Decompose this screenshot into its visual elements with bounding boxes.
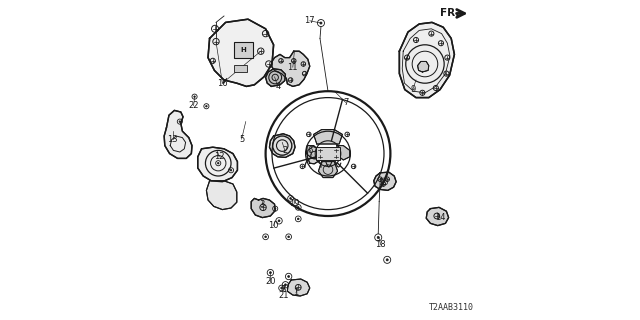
Polygon shape <box>208 19 274 86</box>
Text: 8: 8 <box>281 285 286 294</box>
Text: 2: 2 <box>282 146 287 155</box>
Circle shape <box>218 163 219 164</box>
Circle shape <box>278 220 280 222</box>
Polygon shape <box>206 181 237 210</box>
Circle shape <box>265 236 266 238</box>
Circle shape <box>288 276 289 277</box>
Text: T2AAB3110: T2AAB3110 <box>429 303 474 312</box>
FancyBboxPatch shape <box>234 42 253 58</box>
Circle shape <box>320 22 322 24</box>
Circle shape <box>285 284 287 286</box>
Circle shape <box>205 106 207 107</box>
Text: 11: 11 <box>287 63 298 72</box>
Circle shape <box>230 170 232 171</box>
Circle shape <box>386 259 388 261</box>
Text: 20: 20 <box>265 277 276 286</box>
Text: 12: 12 <box>214 152 225 161</box>
Circle shape <box>288 236 289 238</box>
Text: 9: 9 <box>410 85 415 94</box>
Circle shape <box>179 121 180 122</box>
Text: 16: 16 <box>217 79 228 88</box>
Text: 5: 5 <box>239 135 244 144</box>
Polygon shape <box>164 110 192 158</box>
Polygon shape <box>269 134 295 157</box>
Text: 3: 3 <box>260 200 265 209</box>
Text: 13: 13 <box>168 135 178 144</box>
Text: 18: 18 <box>376 240 386 249</box>
Circle shape <box>269 272 271 274</box>
Circle shape <box>298 218 299 220</box>
Polygon shape <box>287 279 310 296</box>
Polygon shape <box>337 146 349 160</box>
Polygon shape <box>271 51 310 86</box>
FancyBboxPatch shape <box>316 147 340 160</box>
Polygon shape <box>399 22 454 98</box>
Text: 15: 15 <box>378 178 388 187</box>
Circle shape <box>298 206 299 208</box>
Circle shape <box>290 197 291 199</box>
Text: 14: 14 <box>435 213 445 222</box>
Polygon shape <box>251 198 275 218</box>
Circle shape <box>194 96 195 97</box>
Text: 21: 21 <box>278 292 289 300</box>
Polygon shape <box>319 162 338 178</box>
Circle shape <box>281 287 282 289</box>
Polygon shape <box>198 147 237 182</box>
Text: 6: 6 <box>308 146 313 155</box>
Text: FR.: FR. <box>440 8 460 19</box>
Polygon shape <box>418 61 429 72</box>
Polygon shape <box>266 69 285 86</box>
Text: 22: 22 <box>188 101 199 110</box>
FancyBboxPatch shape <box>234 65 247 72</box>
Polygon shape <box>374 172 396 190</box>
Circle shape <box>377 236 380 238</box>
Circle shape <box>275 208 276 209</box>
Text: 17: 17 <box>305 16 315 25</box>
Text: 19: 19 <box>289 199 300 208</box>
Polygon shape <box>307 146 319 158</box>
Text: 1: 1 <box>293 288 299 297</box>
Text: 4: 4 <box>275 82 280 91</box>
Text: H: H <box>241 47 246 53</box>
Polygon shape <box>307 147 322 164</box>
Text: 7: 7 <box>343 98 348 107</box>
Polygon shape <box>426 207 449 226</box>
Text: 10: 10 <box>268 221 279 230</box>
Polygon shape <box>314 130 342 144</box>
